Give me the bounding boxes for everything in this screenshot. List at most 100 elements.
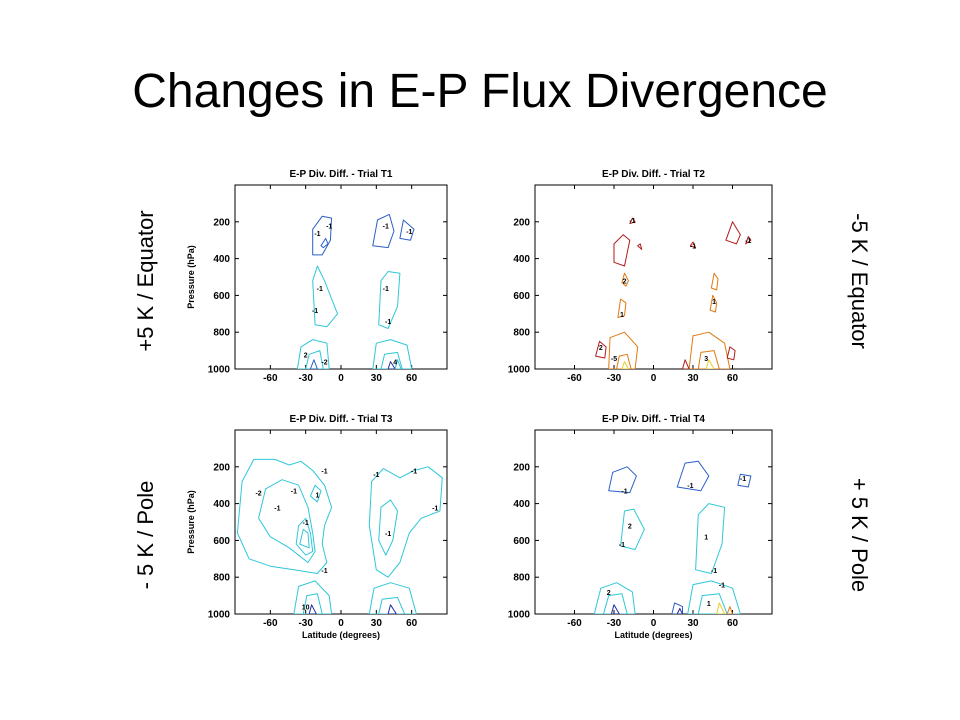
contour-line bbox=[308, 604, 317, 614]
contour-label: -1 bbox=[317, 286, 323, 293]
contour-label: 2 bbox=[623, 279, 627, 286]
contour-label: -1 bbox=[719, 583, 725, 590]
contour-label: -1 bbox=[385, 319, 391, 326]
contour-line bbox=[372, 213, 395, 249]
y-tick-label: 200 bbox=[213, 462, 230, 473]
contour-label: -1 bbox=[687, 483, 693, 490]
x-tick-label: 30 bbox=[687, 618, 699, 629]
contour-line bbox=[603, 593, 628, 614]
y-axis-label: Pressure (hPa) bbox=[186, 490, 196, 554]
contour-line bbox=[387, 604, 397, 614]
x-tick-label: 30 bbox=[371, 373, 383, 384]
contour-line bbox=[629, 217, 636, 225]
contour-label: -1 bbox=[314, 231, 320, 238]
contour-label: -2 bbox=[255, 491, 261, 498]
contour-line bbox=[705, 359, 715, 369]
plot-frame bbox=[534, 184, 773, 370]
contour-line bbox=[608, 466, 637, 494]
panel-title: E-P Div. Diff. - Trial T2 bbox=[602, 169, 705, 180]
contour-label: -1 bbox=[303, 520, 309, 527]
y-tick-label: 200 bbox=[513, 217, 530, 228]
x-tick-label: -30 bbox=[298, 618, 313, 629]
x-tick-label: 0 bbox=[651, 618, 657, 629]
y-tick-label: 1000 bbox=[508, 365, 531, 376]
contour-label: -1 bbox=[411, 468, 417, 475]
x-tick-label: 30 bbox=[371, 618, 383, 629]
contour-line bbox=[387, 361, 396, 369]
y-tick-label: 800 bbox=[513, 573, 530, 584]
y-tick-label: 400 bbox=[213, 499, 230, 510]
panel-t4: E-P Div. Diff. - Trial T4 -60 -30 0 30 60 200 4… bbox=[508, 414, 773, 640]
contour-line bbox=[608, 331, 639, 369]
contour-line bbox=[378, 271, 401, 329]
contour-line bbox=[689, 241, 697, 249]
contour-line bbox=[709, 294, 718, 313]
y-tick-label: 600 bbox=[513, 291, 530, 302]
contour-line bbox=[610, 604, 620, 614]
contour-label: 2 bbox=[607, 590, 611, 597]
side-label-top-right: -5 K / Equator bbox=[847, 213, 872, 349]
contour-line bbox=[620, 508, 645, 551]
contour-label: -1 bbox=[432, 505, 438, 512]
contour-line bbox=[293, 580, 333, 614]
contour-label: -1 bbox=[274, 505, 280, 512]
contour-line bbox=[299, 528, 310, 549]
contour-line bbox=[710, 272, 719, 291]
y-axis-label: Pressure (hPa) bbox=[186, 245, 196, 309]
contour-line bbox=[295, 517, 314, 556]
x-tick-label: 60 bbox=[406, 373, 418, 384]
side-label-top-left: +5 K / Equator bbox=[133, 210, 158, 352]
contour-label: -1 bbox=[291, 489, 297, 496]
contour-line bbox=[296, 339, 330, 369]
x-tick-label: 0 bbox=[338, 373, 344, 384]
contour-line bbox=[697, 593, 728, 614]
contour-label: 4 bbox=[393, 360, 397, 367]
contour-label: -1 bbox=[406, 229, 412, 236]
contour-line bbox=[737, 473, 752, 488]
contour-group: -1 -1 -1 -1 2 -2 -1 -1 -1 -1 4 bbox=[296, 213, 415, 369]
contour-line bbox=[621, 361, 629, 369]
y-tick-label: 200 bbox=[213, 217, 230, 228]
x-axis-label: Latitude (degrees) bbox=[614, 630, 692, 640]
x-tick-label: -60 bbox=[567, 373, 582, 384]
contour-line bbox=[697, 350, 720, 369]
contour-label: -1 bbox=[629, 218, 635, 225]
contour-label: 2 bbox=[599, 345, 603, 352]
side-label-bottom-right: + 5 K / Pole bbox=[847, 477, 872, 593]
y-tick-label: 600 bbox=[513, 536, 530, 547]
x-tick-label: -30 bbox=[298, 373, 313, 384]
contour-line bbox=[593, 582, 636, 614]
contour-line bbox=[613, 234, 631, 267]
contour-line bbox=[312, 215, 333, 256]
contour-line bbox=[621, 272, 629, 287]
contour-line bbox=[236, 458, 333, 574]
y-tick-label: 200 bbox=[513, 462, 530, 473]
contour-line bbox=[368, 582, 417, 614]
x-tick-label: -60 bbox=[263, 373, 278, 384]
y-tick-label: 600 bbox=[213, 536, 230, 547]
contour-line bbox=[258, 479, 316, 563]
contour-label: -1 bbox=[711, 568, 717, 575]
slide-title: Changes in E-P Flux Divergence bbox=[132, 65, 828, 118]
y-tick-label: 800 bbox=[213, 573, 230, 584]
panel-title: E-P Div. Diff. - Trial T3 bbox=[290, 414, 393, 425]
plot-frame bbox=[534, 429, 773, 615]
x-tick-label: 30 bbox=[687, 373, 699, 384]
panel-t3: E-P Div. Diff. - Trial T3 -60 -30 0 30 60 200 4… bbox=[186, 414, 448, 640]
contour-label: -1 bbox=[326, 223, 332, 230]
contour-line bbox=[378, 596, 406, 614]
contour-label: 1 bbox=[315, 492, 319, 499]
contour-line bbox=[305, 350, 324, 369]
contour-line bbox=[682, 359, 690, 369]
panel-t2: E-P Div. Diff. - Trial T2 -60 -30 0 30 60 200 4… bbox=[508, 169, 773, 384]
x-tick-label: 0 bbox=[651, 373, 657, 384]
contour-line bbox=[372, 339, 413, 369]
contour-line bbox=[309, 484, 322, 503]
contour-line bbox=[302, 593, 323, 614]
contour-line bbox=[676, 608, 683, 614]
x-tick-label: 60 bbox=[727, 618, 739, 629]
contour-label: -1 bbox=[690, 244, 696, 251]
x-tick-label: 0 bbox=[338, 618, 344, 629]
y-tick-label: 400 bbox=[213, 254, 230, 265]
contour-line bbox=[394, 359, 402, 369]
